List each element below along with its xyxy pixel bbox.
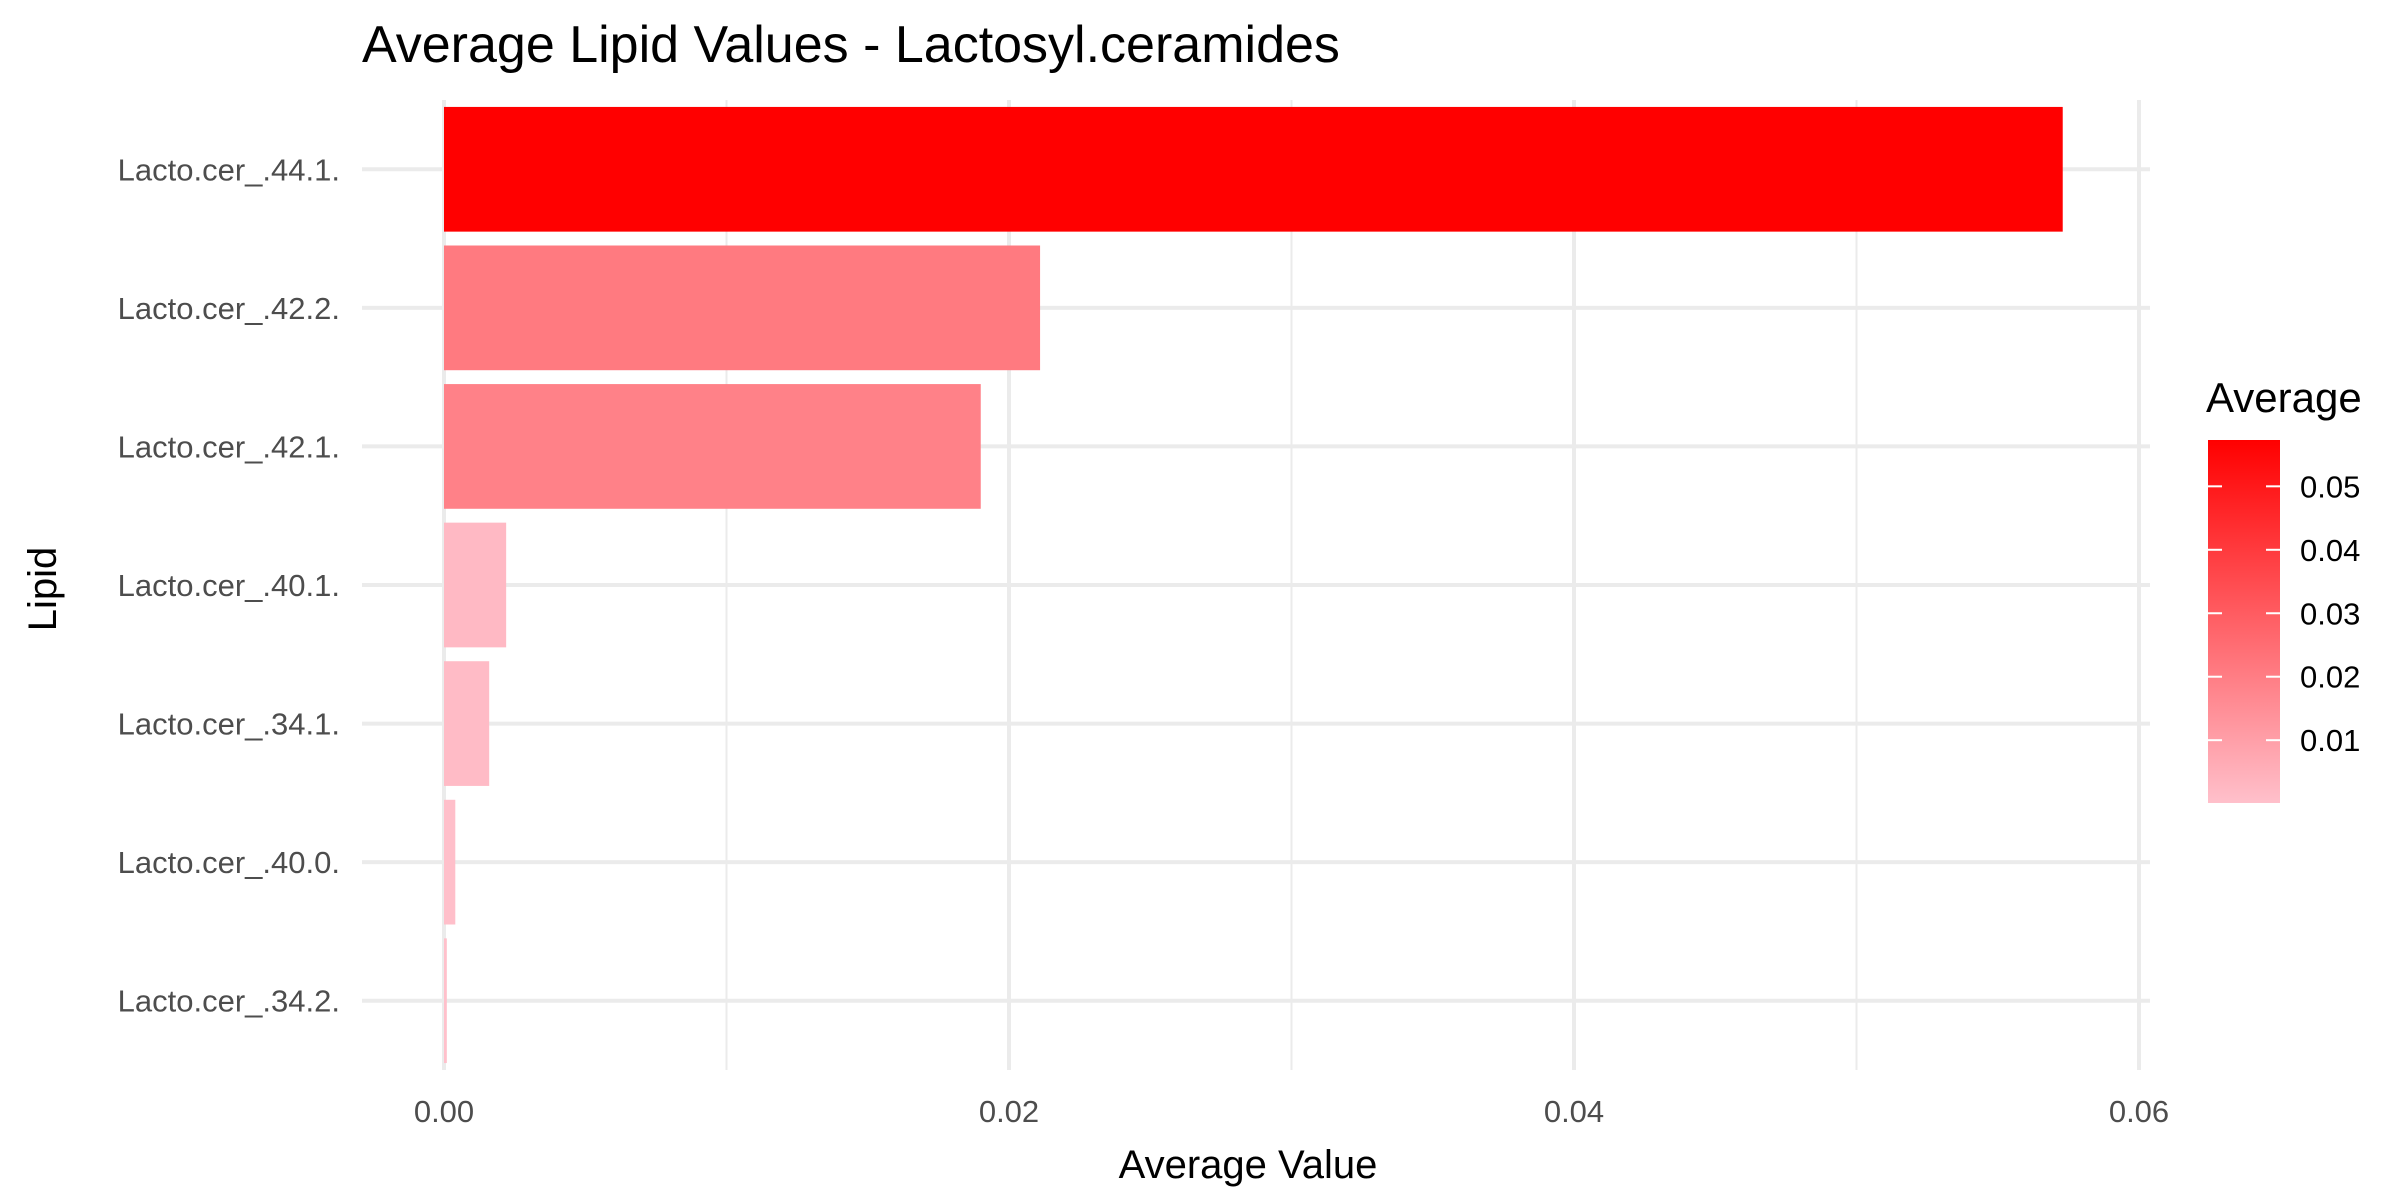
x-tick-label: 0.04 (1544, 1094, 1604, 1129)
bar (444, 938, 447, 1064)
legend-tick-label: 0.05 (2300, 469, 2360, 504)
bar (444, 106, 2063, 232)
legend-title: Average (2206, 374, 2362, 421)
bar (444, 799, 456, 925)
bar (444, 661, 490, 786)
y-tick-label: Lacto.cer_.34.1. (118, 707, 340, 742)
y-tick-labels: Lacto.cer_.44.1. Lacto.cer_.42.2. Lacto.ce… (118, 152, 340, 1018)
legend-tick-label: 0.04 (2300, 533, 2360, 568)
grid-lines (362, 100, 2150, 1070)
legend-tick-label: 0.01 (2300, 723, 2360, 758)
x-axis-title: Average Value (1119, 1143, 1378, 1187)
bar (444, 522, 507, 648)
color-legend: Average 0.01 0.02 0.03 0.04 0.05 (2206, 374, 2362, 803)
y-tick-label: Lacto.cer_.42.2. (118, 291, 340, 326)
bar (444, 384, 981, 509)
legend-colorbar (2208, 440, 2280, 803)
x-tick-labels: 0.00 0.02 0.04 0.06 (414, 1094, 2169, 1129)
y-tick-label: Lacto.cer_.42.1. (118, 429, 340, 464)
y-tick-label: Lacto.cer_.34.2. (118, 984, 340, 1019)
x-tick-label: 0.06 (2109, 1094, 2169, 1129)
x-tick-label: 0.00 (414, 1094, 474, 1129)
legend-tick-label: 0.02 (2300, 660, 2360, 695)
legend-tick-label: 0.03 (2300, 596, 2360, 631)
y-tick-label: Lacto.cer_.40.0. (118, 845, 340, 880)
y-axis-title: Lipid (21, 547, 65, 632)
x-tick-label: 0.02 (979, 1094, 1039, 1129)
chart-title: Average Lipid Values - Lactosyl.ceramide… (362, 16, 1340, 74)
bar (444, 245, 1041, 371)
legend-ticks: 0.01 0.02 0.03 0.04 0.05 (2208, 469, 2360, 758)
bars (444, 106, 2063, 1064)
y-tick-label: Lacto.cer_.44.1. (118, 152, 340, 187)
y-tick-label: Lacto.cer_.40.1. (118, 568, 340, 603)
